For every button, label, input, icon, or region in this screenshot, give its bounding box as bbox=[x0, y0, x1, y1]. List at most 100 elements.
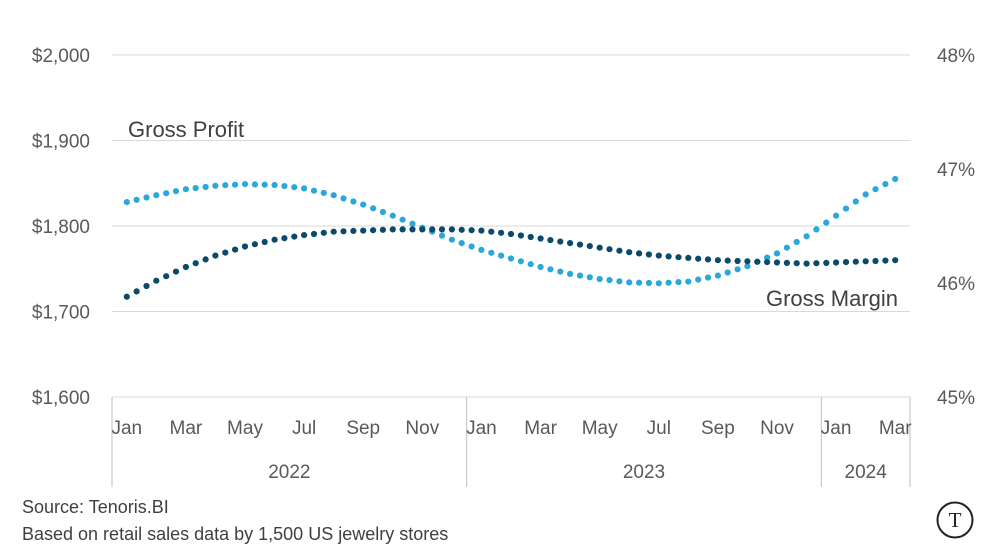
data-dot bbox=[537, 263, 544, 271]
data-dot bbox=[872, 186, 879, 193]
svg-text:T: T bbox=[949, 508, 962, 532]
month-tick-label: Sep bbox=[346, 418, 380, 439]
data-dot bbox=[576, 241, 584, 248]
data-dot bbox=[409, 226, 416, 233]
year-label: 2024 bbox=[845, 462, 888, 483]
data-dot bbox=[567, 270, 574, 277]
data-dot bbox=[281, 235, 288, 242]
left-tick-label: $2,000 bbox=[32, 46, 90, 67]
data-dot bbox=[143, 194, 150, 201]
series-label-gross-profit: Gross Profit bbox=[128, 117, 244, 142]
data-dot bbox=[123, 293, 130, 300]
data-dot bbox=[310, 187, 318, 194]
data-dot bbox=[803, 260, 810, 267]
data-dot bbox=[517, 258, 525, 265]
data-dot bbox=[606, 277, 613, 284]
data-dot bbox=[586, 274, 593, 281]
data-dot bbox=[261, 181, 268, 188]
year-label: 2022 bbox=[268, 462, 310, 483]
data-dot bbox=[320, 189, 327, 196]
data-dot bbox=[685, 278, 692, 285]
month-tick-label: Jan bbox=[466, 418, 497, 439]
data-dot bbox=[527, 261, 534, 268]
data-dot bbox=[488, 249, 495, 256]
data-dot bbox=[498, 229, 505, 236]
data-dot bbox=[704, 274, 712, 281]
data-dot bbox=[291, 184, 298, 191]
data-dot bbox=[488, 228, 495, 235]
data-dot bbox=[182, 263, 189, 271]
data-dot bbox=[695, 276, 702, 283]
month-tick-label: Mar bbox=[879, 418, 912, 439]
month-tick-label: Nov bbox=[760, 418, 794, 439]
data-dot bbox=[202, 256, 209, 263]
data-dot bbox=[261, 238, 268, 246]
data-dot bbox=[222, 182, 229, 189]
data-dot bbox=[567, 240, 574, 247]
data-dot bbox=[379, 208, 386, 216]
data-dot bbox=[783, 259, 791, 266]
data-dot bbox=[695, 255, 702, 262]
data-dot bbox=[350, 227, 357, 234]
data-dot bbox=[655, 280, 662, 287]
source-note: Source: Tenoris.BI bbox=[22, 497, 169, 517]
data-note: Based on retail sales data by 1,500 US j… bbox=[22, 524, 449, 544]
series-labels: Gross Profit Gross Margin bbox=[128, 117, 898, 311]
data-dot bbox=[498, 252, 505, 259]
data-dot bbox=[192, 260, 199, 267]
data-dot bbox=[310, 230, 318, 238]
left-tick-label: $1,700 bbox=[32, 303, 90, 324]
data-dot bbox=[153, 277, 160, 284]
data-dot bbox=[212, 252, 219, 259]
month-tick-label: Jul bbox=[292, 418, 316, 439]
data-dot bbox=[606, 246, 613, 253]
data-dot bbox=[478, 246, 485, 253]
data-dot bbox=[764, 259, 771, 266]
data-dot bbox=[163, 273, 170, 280]
data-dot bbox=[468, 227, 475, 234]
data-dot bbox=[429, 226, 436, 233]
data-dot bbox=[842, 205, 850, 212]
data-dot bbox=[764, 254, 771, 261]
right-tick-label: 45% bbox=[937, 388, 975, 409]
month-tick-label: Mar bbox=[170, 418, 203, 439]
data-dot bbox=[192, 185, 199, 192]
data-dot bbox=[330, 228, 337, 235]
data-dot bbox=[507, 255, 515, 262]
data-dot bbox=[892, 257, 899, 264]
data-dot bbox=[438, 232, 446, 239]
data-dot bbox=[370, 227, 377, 234]
data-dot bbox=[852, 198, 859, 205]
data-dot bbox=[153, 192, 160, 199]
data-dot bbox=[172, 268, 180, 275]
x-axis: 2022 2023 2024 Jan Mar May Jul Sep Nov Jan Mar May J… bbox=[111, 396, 912, 487]
data-dot bbox=[389, 226, 396, 233]
data-dot bbox=[675, 279, 682, 286]
data-dot bbox=[360, 227, 367, 234]
data-dot bbox=[379, 226, 386, 233]
data-dot bbox=[882, 181, 889, 188]
data-dot bbox=[576, 272, 584, 279]
data-dot bbox=[419, 226, 426, 233]
data-dot bbox=[823, 259, 830, 266]
data-dot bbox=[862, 258, 869, 265]
data-dot bbox=[783, 244, 791, 251]
data-dot bbox=[547, 266, 554, 273]
data-dot bbox=[636, 279, 643, 286]
series-label-gross-margin: Gross Margin bbox=[766, 286, 898, 311]
data-dot bbox=[370, 205, 377, 212]
data-dot bbox=[636, 250, 643, 257]
right-tick-label: 47% bbox=[937, 160, 975, 181]
data-dot bbox=[872, 257, 879, 265]
data-dot bbox=[862, 191, 869, 198]
data-dot bbox=[616, 278, 623, 285]
data-dot bbox=[271, 181, 278, 189]
left-axis: $1,600 $1,700 $1,800 $1,900 $2,000 bbox=[32, 46, 90, 409]
data-dot bbox=[645, 251, 653, 258]
data-dot bbox=[852, 258, 859, 265]
data-dot bbox=[251, 241, 258, 248]
data-dot bbox=[330, 192, 337, 199]
data-dot bbox=[458, 226, 465, 233]
data-dot bbox=[734, 266, 741, 273]
data-dot bbox=[301, 232, 308, 239]
